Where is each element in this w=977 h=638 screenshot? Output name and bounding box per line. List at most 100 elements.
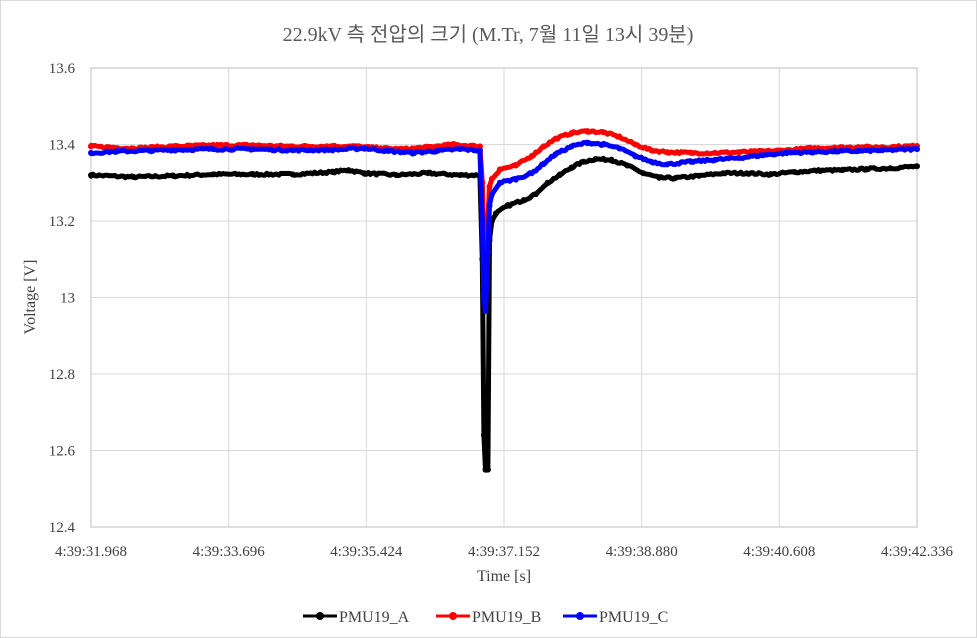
- data-point: [556, 172, 563, 179]
- data-point: [476, 147, 483, 154]
- data-point: [289, 147, 296, 154]
- data-point: [608, 156, 615, 163]
- x-tick-label: 4:39:35.424: [330, 544, 403, 560]
- data-point: [480, 432, 487, 439]
- data-point: [385, 148, 392, 155]
- data-point: [114, 148, 121, 155]
- data-point: [88, 172, 94, 179]
- data-point: [480, 294, 487, 301]
- data-point: [640, 170, 647, 177]
- data-point: [807, 149, 814, 156]
- data-point: [719, 170, 726, 177]
- data-point: [656, 174, 663, 181]
- data-point: [532, 191, 539, 198]
- data-point: [648, 147, 655, 154]
- legend: PMU19_A PMU19_B PMU19_C: [303, 609, 668, 626]
- series-pmu19_a: [88, 155, 920, 473]
- y-tick-label: 12.4: [49, 520, 76, 536]
- data-point: [632, 152, 639, 159]
- legend-label: PMU19_A: [339, 609, 410, 626]
- y-tick-label: 13: [60, 291, 75, 307]
- data-point: [624, 162, 631, 169]
- data-point: [540, 160, 547, 167]
- legend-item: PMU19_A: [303, 609, 410, 626]
- series-line: [88, 128, 920, 281]
- data-point: [492, 210, 499, 217]
- data-point: [696, 172, 703, 179]
- data-point: [584, 128, 591, 135]
- data-series: [88, 128, 920, 473]
- data-point: [289, 171, 296, 178]
- data-point: [345, 167, 352, 174]
- legend-label: PMU19_C: [599, 609, 668, 626]
- chart-title: 22.9kV 측 전압의 크기 (M.Tr, 7월 11일 13시 39분): [283, 23, 694, 46]
- data-point: [711, 156, 718, 163]
- data-point: [743, 170, 750, 177]
- data-point: [528, 152, 535, 159]
- plot-area-border: [90, 67, 918, 528]
- data-point: [482, 307, 489, 314]
- data-point: [759, 152, 766, 159]
- data-point: [887, 165, 894, 172]
- data-point: [688, 149, 695, 156]
- data-point: [512, 175, 519, 182]
- y-tick-labels: 12.4 12.6 12.8 13 13.2 13.4 13.6: [49, 61, 76, 536]
- x-tick-label: 4:39:38.880: [606, 544, 678, 560]
- series-pmu19_c: [88, 139, 920, 314]
- data-point: [496, 179, 503, 186]
- x-tick-label: 4:39:31.968: [55, 544, 127, 560]
- data-point: [170, 172, 177, 179]
- data-point: [249, 171, 256, 178]
- data-point: [249, 146, 256, 153]
- x-axis-label: Time [s]: [477, 568, 531, 585]
- data-point: [425, 170, 432, 177]
- data-point: [449, 141, 456, 148]
- data-point: [568, 164, 575, 171]
- data-point: [584, 139, 591, 146]
- data-point: [568, 143, 575, 150]
- y-tick-label: 12.6: [49, 444, 76, 460]
- data-point: [361, 170, 368, 177]
- data-point: [170, 146, 177, 153]
- data-point: [914, 163, 920, 170]
- legend-label: PMU19_B: [472, 609, 541, 626]
- x-tick-labels: 4:39:31.968 4:39:33.696 4:39:35.424 4:39:37…: [55, 544, 954, 560]
- data-point: [616, 145, 623, 152]
- grid-lines: [90, 67, 918, 528]
- data-point: [648, 158, 655, 165]
- y-tick-label: 13.2: [49, 214, 75, 230]
- data-point: [879, 147, 886, 154]
- data-point: [632, 141, 639, 148]
- x-tick-label: 4:39:40.608: [743, 544, 815, 560]
- legend-marker: [449, 612, 457, 620]
- data-point: [496, 166, 503, 173]
- data-point: [664, 149, 671, 156]
- data-point: [409, 149, 416, 156]
- data-point: [735, 149, 742, 156]
- data-point: [88, 143, 94, 150]
- data-point: [544, 179, 551, 186]
- data-point: [504, 202, 511, 209]
- data-point: [488, 191, 495, 198]
- y-axis-label: Voltage [V]: [22, 260, 39, 335]
- data-point: [815, 167, 822, 174]
- data-point: [600, 129, 607, 136]
- data-point: [393, 172, 400, 179]
- data-point: [361, 145, 368, 152]
- data-point: [600, 141, 607, 148]
- legend-item: PMU19_B: [436, 609, 541, 626]
- data-point: [767, 171, 774, 178]
- data-point: [688, 158, 695, 165]
- legend-marker: [316, 612, 324, 620]
- data-point: [664, 161, 671, 168]
- data-point: [484, 248, 491, 255]
- data-point: [592, 156, 599, 163]
- data-point: [329, 169, 336, 176]
- data-point: [486, 202, 493, 209]
- data-point: [210, 171, 217, 178]
- legend-marker: [576, 612, 584, 620]
- x-tick-label: 4:39:37.152: [468, 544, 540, 560]
- data-point: [146, 147, 153, 154]
- data-point: [783, 149, 790, 156]
